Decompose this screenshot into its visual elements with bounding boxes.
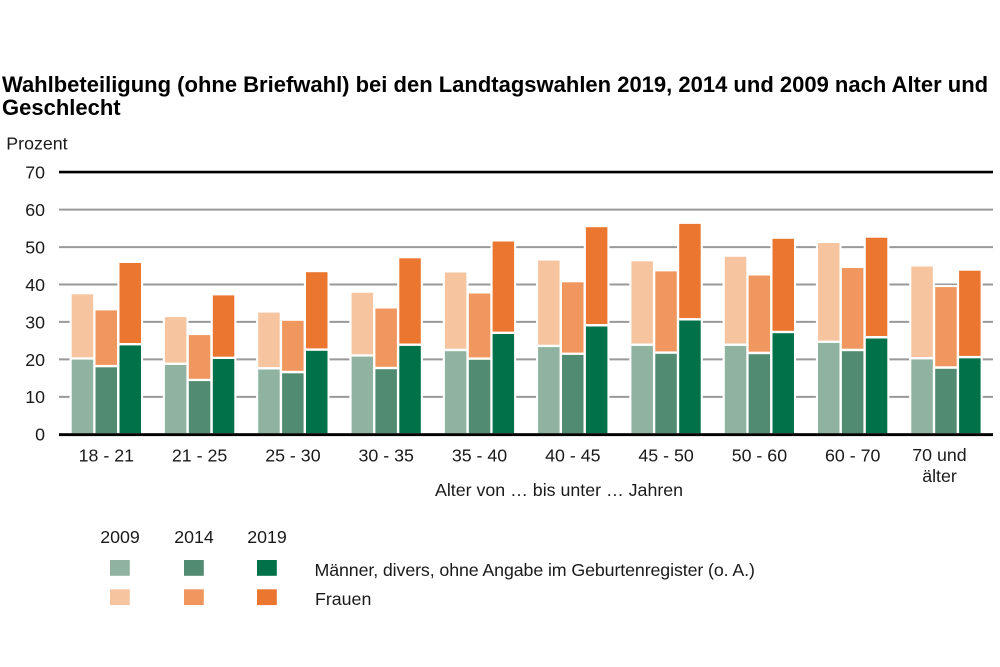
svg-text:40: 40 <box>25 275 45 295</box>
svg-text:30: 30 <box>25 312 45 332</box>
svg-text:2019: 2019 <box>247 527 287 547</box>
svg-text:40 - 45: 40 - 45 <box>545 446 600 466</box>
svg-text:45 - 50: 45 - 50 <box>638 446 693 466</box>
svg-text:21 - 25: 21 - 25 <box>172 446 227 466</box>
svg-text:60: 60 <box>25 200 45 220</box>
svg-text:Alter von … bis unter … Jahren: Alter von … bis unter … Jahren <box>435 480 683 500</box>
svg-text:Wahlbeteiligung (ohne Briefwah: Wahlbeteiligung (ohne Briefwahl) bei den… <box>2 72 988 97</box>
svg-text:25 - 30: 25 - 30 <box>265 446 320 466</box>
svg-text:35 - 40: 35 - 40 <box>452 446 507 466</box>
svg-text:Prozent: Prozent <box>6 134 67 154</box>
svg-text:2014: 2014 <box>174 527 214 547</box>
svg-text:Geschlecht: Geschlecht <box>2 95 121 120</box>
svg-text:70: 70 <box>25 163 45 183</box>
svg-text:18 - 21: 18 - 21 <box>79 446 134 466</box>
svg-text:50 - 60: 50 - 60 <box>732 446 787 466</box>
svg-text:10: 10 <box>25 387 45 407</box>
svg-text:50: 50 <box>25 238 45 258</box>
svg-text:Frauen: Frauen <box>315 589 371 609</box>
svg-text:60 - 70: 60 - 70 <box>825 446 880 466</box>
svg-text:älter: älter <box>922 466 957 486</box>
svg-text:Männer, divers, ohne Angabe im: Männer, divers, ohne Angabe im Geburtenr… <box>315 560 755 580</box>
svg-text:2009: 2009 <box>100 527 140 547</box>
svg-text:20: 20 <box>25 350 45 370</box>
svg-text:0: 0 <box>35 425 45 445</box>
svg-text:30 - 35: 30 - 35 <box>359 446 414 466</box>
svg-text:70 und: 70 und <box>912 445 966 465</box>
